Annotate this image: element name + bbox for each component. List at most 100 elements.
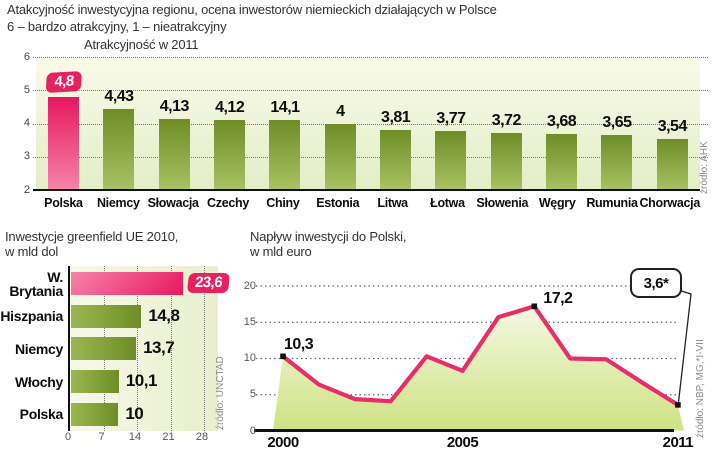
- x-label-2005: 2005: [446, 434, 479, 451]
- x-tick-28: 28: [195, 431, 209, 443]
- category-label-9: Węgry: [538, 196, 576, 210]
- top-chart-plot-area: [33, 57, 708, 190]
- y-tick-2: 2: [23, 183, 30, 196]
- x-tick-0: 0: [64, 431, 72, 443]
- bar-slot-11: 3,54: [645, 57, 700, 190]
- bar-10: 3,65: [601, 114, 633, 190]
- y-tick-10: 10: [243, 352, 256, 364]
- top-chart-title: Atakcyjność inwestycyjna regionu, ocena …: [7, 2, 497, 17]
- bar-0: 4,8: [45, 70, 82, 190]
- point-label-2000: 10,3: [284, 336, 314, 354]
- inflow-callout-badge: 3,6*: [630, 268, 682, 298]
- top-chart-axis-label: Atrakcyjność w 2011: [84, 37, 199, 52]
- category-label-0: Polska: [44, 196, 83, 210]
- x-label-2000: 2000: [267, 434, 299, 451]
- y-tick-5: 5: [249, 388, 256, 401]
- bar-5: 4: [324, 103, 356, 190]
- y-tick-6: 6: [23, 50, 30, 63]
- y-tick-4: 4: [23, 117, 30, 129]
- row-value-4: 10: [125, 403, 144, 423]
- row-bar-1: [70, 304, 142, 328]
- bar-1: 4,43: [103, 88, 135, 190]
- bar-value-2: 4,13: [159, 98, 190, 116]
- callout-leader-line: [674, 288, 692, 403]
- bar-slot-7: 3,77: [423, 57, 478, 190]
- bar-slot-0: 4,8: [36, 57, 91, 190]
- x-tick-7: 7: [98, 431, 105, 443]
- category-label-8: Słowenia: [476, 196, 529, 210]
- bar-value-10: 3,65: [602, 114, 632, 132]
- bar-slot-5: 4: [313, 57, 368, 190]
- y-tick-0: 0: [249, 424, 256, 437]
- row-bar-3: [70, 370, 119, 394]
- bar-slot-6: 3,81: [368, 57, 423, 190]
- category-label-3: Czechy: [207, 196, 249, 210]
- bar-value-8: 3,72: [491, 111, 522, 129]
- y-tick-5: 5: [23, 83, 30, 96]
- row-bar-2: [70, 337, 137, 361]
- point-marker-2000: [280, 353, 286, 360]
- row-value-badge-0: 23,6: [187, 273, 231, 293]
- x-axis-line: [254, 429, 674, 432]
- gridline-4: [33, 123, 708, 125]
- row-value-2: 13,7: [143, 338, 175, 358]
- bar-value-badge-0: 4,8: [45, 70, 82, 93]
- bar-value-3: 4,12: [215, 98, 245, 116]
- greenfield-source: źródło: UNCTAD: [215, 356, 226, 430]
- row-value-1: 14,8: [148, 305, 180, 325]
- gridline-6: [33, 57, 708, 58]
- bar-value-11: 3,54: [657, 117, 688, 135]
- bar-value-7: 3,77: [436, 110, 466, 128]
- row-label-0: W. Brytania: [9, 268, 63, 299]
- bar-slot-8: 3,72: [479, 57, 534, 190]
- gridline-21: [170, 266, 172, 431]
- x-tick-21: 21: [162, 431, 175, 443]
- gridline-5: [33, 90, 708, 92]
- y-tick-3: 3: [23, 150, 30, 163]
- bar-2: 4,13: [158, 98, 190, 190]
- top-chart-baseline: [33, 188, 700, 191]
- bar-slot-2: 4,13: [147, 57, 202, 190]
- row-label-4: Polska: [19, 406, 64, 423]
- bar-value-6: 3,81: [381, 108, 411, 126]
- bar-9: 3,68: [546, 113, 578, 190]
- top-chart-source: źródło: AHK: [699, 141, 710, 194]
- category-label-7: Łotwa: [430, 196, 465, 210]
- bar-slot-3: 4,12: [202, 57, 257, 190]
- x-tick-14: 14: [128, 431, 142, 443]
- bar-value-4: 14,1: [270, 99, 300, 117]
- inflow-line-chart: [254, 285, 692, 432]
- bar-7: 3,77: [435, 110, 467, 190]
- category-label-1: Niemcy: [96, 196, 140, 210]
- category-label-10: Rumunia: [586, 196, 638, 210]
- bar-value-1: 4,43: [104, 88, 134, 106]
- bar-slot-10: 3,65: [589, 57, 644, 190]
- bar-8: 3,72: [490, 112, 522, 190]
- category-label-11: Chorwacja: [639, 196, 700, 210]
- bar-slot-4: 14,1: [257, 57, 312, 190]
- row-label-3: Włochy: [15, 373, 63, 390]
- y-tick-15: 15: [243, 315, 256, 328]
- area-fill: [273, 306, 684, 431]
- greenfield-title-line2: w mld dol: [5, 244, 59, 259]
- inflow-line: [281, 304, 680, 407]
- y-tick-20: 20: [243, 279, 256, 292]
- gridline-28: [204, 266, 205, 431]
- top-chart-bars: 4,8 4,43 4,13 4,12 14,1 4 3,81 3,77 3,72 3,68 3,65…: [36, 57, 700, 190]
- row-bar-0: [70, 272, 184, 295]
- point-marker-2011: [675, 402, 681, 408]
- bar-value-5: 4: [336, 102, 345, 120]
- category-label-6: Litwa: [377, 196, 408, 210]
- point-label-2007: 17,2: [543, 290, 573, 308]
- bar-3: 4,12: [214, 99, 246, 190]
- bar-4: 14,1: [269, 99, 301, 190]
- gridline-14: [137, 266, 138, 431]
- inflow-title-line2: w mld euro: [250, 244, 312, 259]
- inflow-source: źródło: NBP, MG,*I-VII: [695, 339, 706, 438]
- bar-slot-1: 4,43: [91, 57, 146, 190]
- point-marker-2007: [531, 303, 538, 310]
- row-bar-4: [70, 402, 119, 426]
- bar-11: 3,54: [656, 118, 688, 190]
- row-value-3: 10,1: [125, 371, 158, 391]
- bar-slot-9: 3,68: [534, 57, 589, 190]
